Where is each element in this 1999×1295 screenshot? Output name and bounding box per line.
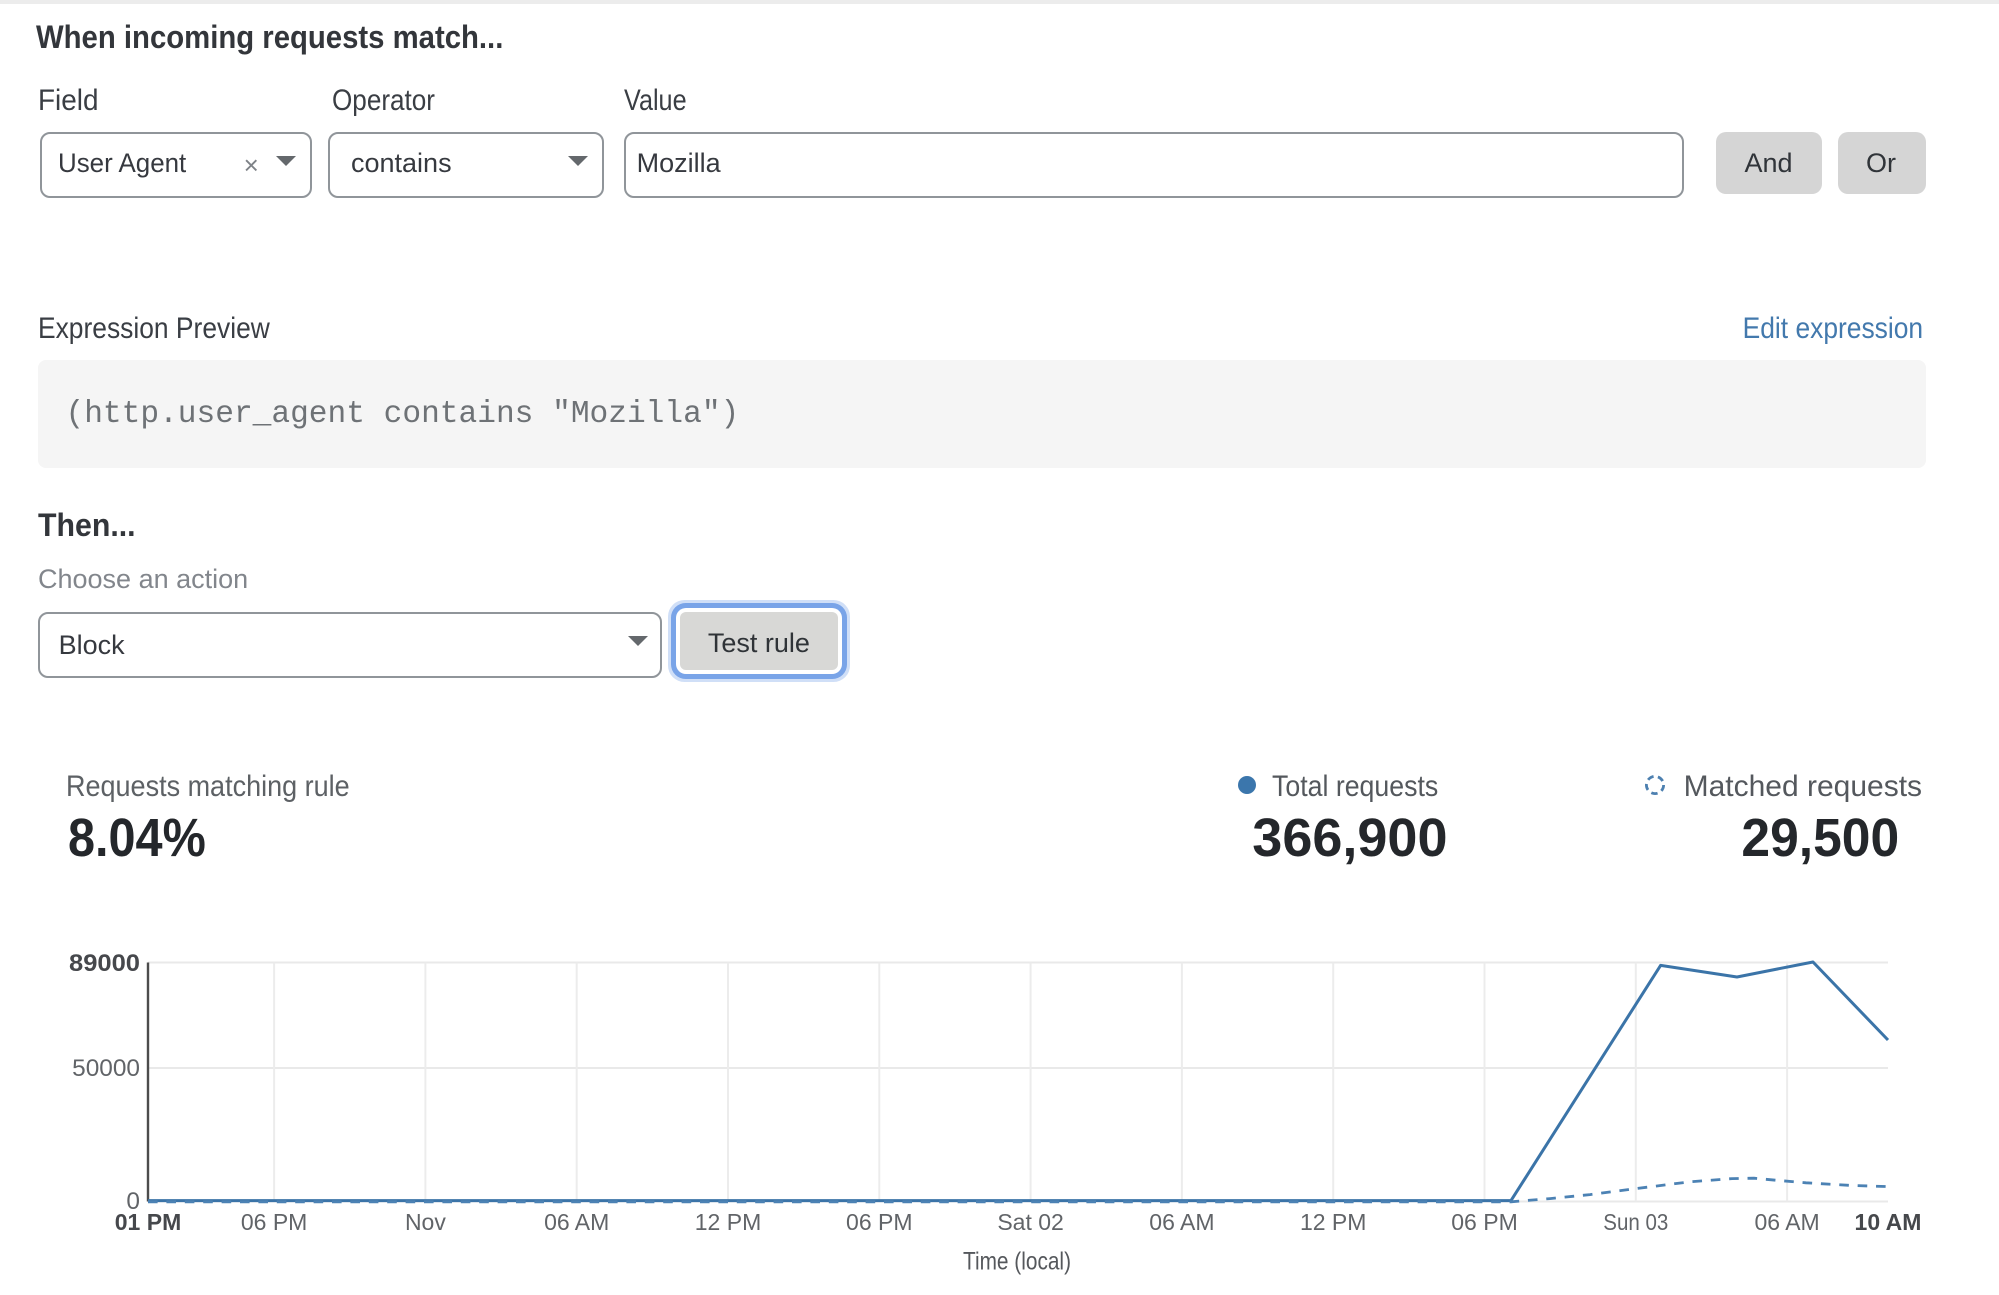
svg-text:06 PM: 06 PM [241, 1209, 307, 1235]
svg-text:Sun 03: Sun 03 [1603, 1209, 1668, 1235]
svg-text:50000: 50000 [72, 1055, 140, 1082]
svg-text:06 AM: 06 AM [1149, 1209, 1214, 1235]
svg-text:12 PM: 12 PM [695, 1209, 761, 1235]
svg-text:12 PM: 12 PM [1300, 1209, 1366, 1235]
svg-text:Time (local): Time (local) [963, 1247, 1071, 1275]
svg-text:10 AM: 10 AM [1855, 1209, 1922, 1235]
svg-text:Nov: Nov [405, 1209, 446, 1235]
svg-text:89000: 89000 [69, 950, 140, 977]
svg-text:01 PM: 01 PM [115, 1209, 181, 1235]
svg-text:Sat 02: Sat 02 [997, 1209, 1064, 1235]
svg-text:06 AM: 06 AM [1754, 1209, 1819, 1235]
svg-text:0: 0 [126, 1188, 140, 1215]
svg-text:06 PM: 06 PM [1451, 1209, 1517, 1235]
svg-text:06 AM: 06 AM [544, 1209, 609, 1235]
svg-text:06 PM: 06 PM [846, 1209, 912, 1235]
